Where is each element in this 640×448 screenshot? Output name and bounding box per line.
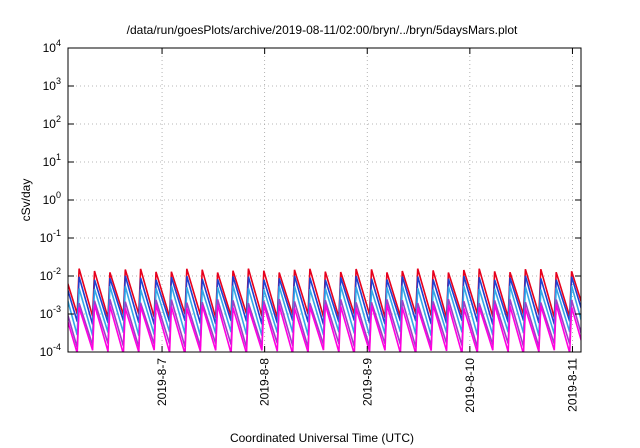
y-tick-label: 10-2 xyxy=(40,266,61,283)
chart-title: /data/run/goesPlots/archive/2019-08-11/0… xyxy=(127,23,518,37)
x-tick-label: 2019-8-7 xyxy=(155,358,169,406)
x-axis: 2019-8-7 2019-8-8 2019-8-9 2019-8-10 2019-8-… xyxy=(155,48,579,413)
series-layer xyxy=(68,268,581,352)
x-tick-label: 2019-8-11 xyxy=(565,358,579,412)
x-axis-label: Coordinated Universal Time (UTC) xyxy=(230,431,414,445)
x-tick-label: 2019-8-10 xyxy=(463,358,477,413)
y-tick-label: 101 xyxy=(43,152,61,169)
y-axis-label: cSv/day xyxy=(19,179,33,222)
y-tick-label: 10-3 xyxy=(40,304,61,321)
y-tick-label: 10-4 xyxy=(40,342,61,359)
y-tick-label: 102 xyxy=(43,114,61,131)
y-tick-label: 104 xyxy=(43,38,61,55)
series-line xyxy=(68,304,581,352)
y-tick-label: 10-1 xyxy=(40,228,61,245)
x-tick-label: 2019-8-8 xyxy=(258,358,272,406)
y-axis: 10-4 10-3 10-2 10-1 100 101 102 103 104 xyxy=(40,38,581,359)
y-tick-label: 103 xyxy=(43,76,61,93)
x-tick-label: 2019-8-9 xyxy=(360,358,374,406)
y-tick-label: 100 xyxy=(43,190,61,207)
